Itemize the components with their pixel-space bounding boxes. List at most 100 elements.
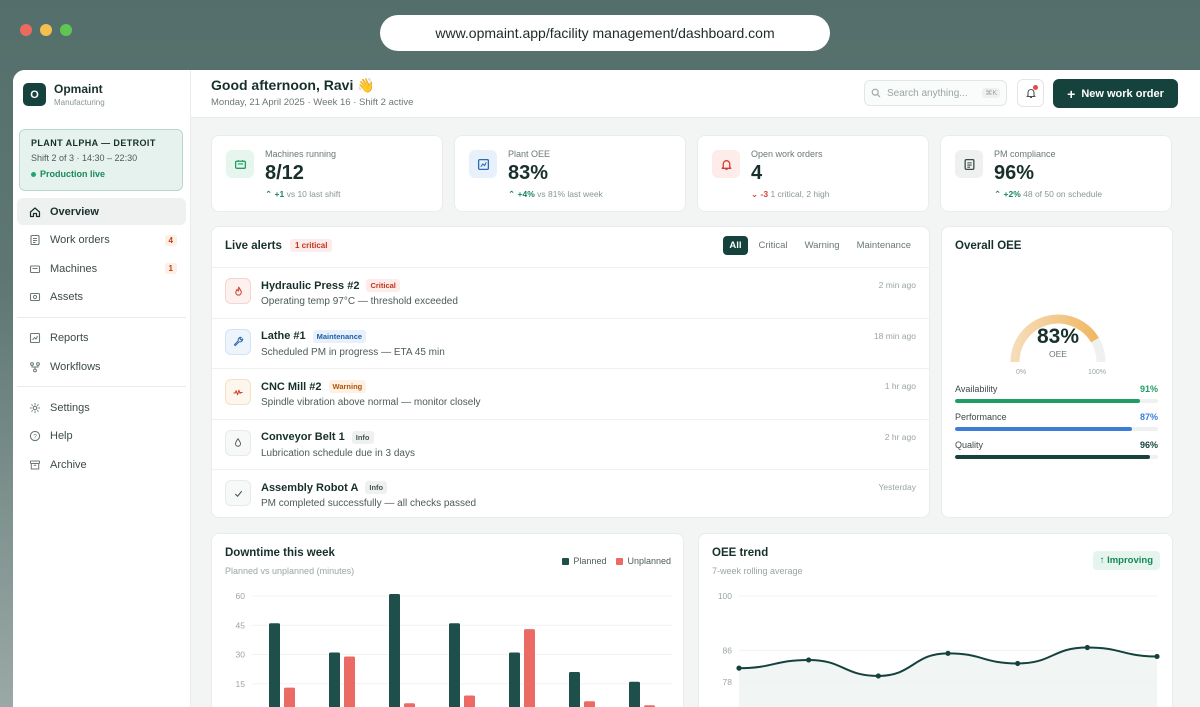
- alert-row[interactable]: Lathe #1 Maintenance Scheduled PM in pro…: [212, 317, 929, 369]
- alert-time: Yesterday: [878, 482, 917, 492]
- unplanned-bar[interactable]: [584, 701, 595, 707]
- new-work-order-label: New work order: [1081, 87, 1164, 100]
- alert-name: Hydraulic Press #2 Critical: [261, 279, 400, 292]
- svg-text:?: ?: [33, 433, 37, 440]
- workflow-icon: [28, 360, 42, 374]
- trend-point[interactable]: [1015, 660, 1021, 667]
- plant-selector[interactable]: PLANT ALPHA — DETROIT Shift 2 of 3 · 14:…: [19, 129, 183, 191]
- sidebar-item-overview[interactable]: Overview: [17, 198, 186, 225]
- flame-icon: [225, 278, 251, 304]
- trend-point[interactable]: [736, 665, 742, 671]
- filter-warning[interactable]: Warning: [804, 240, 840, 251]
- alert-tag: Info: [351, 430, 374, 444]
- plant-name: PLANT ALPHA — DETROIT: [31, 138, 156, 148]
- brand-logo: O: [23, 83, 46, 106]
- kpi-card-machines-running[interactable]: Machines running 8/12 ⌃ +1 vs 10 last sh…: [211, 135, 443, 212]
- metric-bar-fill: [955, 399, 1140, 403]
- unplanned-bar[interactable]: [464, 695, 475, 707]
- metric-bar-fill: [955, 427, 1132, 431]
- downtime-title: Downtime this week: [225, 547, 335, 559]
- kpi-card-pm-compliance[interactable]: PM compliance 96% ⌃ +2% 48 of 50 on sche…: [940, 135, 1172, 212]
- nav-divider: [17, 316, 186, 318]
- search-input[interactable]: Search anything... ⌘K: [864, 80, 1007, 106]
- sidebar-item-reports[interactable]: Reports: [17, 325, 186, 352]
- planned-bar[interactable]: [449, 623, 460, 707]
- sidebar-nav: Overview Work orders 4 Machines 1: [17, 198, 186, 480]
- trend-point[interactable]: [875, 673, 881, 679]
- alert-title: CNC Mill #2: [261, 380, 322, 393]
- y-tick-label: 60: [236, 591, 246, 601]
- alert-name: Conveyor Belt 1 Info: [261, 430, 374, 444]
- brand[interactable]: O Opmaint Manufacturing: [23, 82, 105, 107]
- unplanned-bar[interactable]: [524, 629, 535, 707]
- clipboard-icon: [28, 233, 42, 247]
- planned-bar[interactable]: [569, 672, 580, 707]
- kpi-label: Machines running: [265, 149, 337, 159]
- production-status: Production live: [31, 169, 171, 179]
- sidebar-item-machines[interactable]: Machines 1: [17, 255, 186, 282]
- kpi-label: PM compliance: [994, 149, 1056, 159]
- unplanned-bar[interactable]: [404, 703, 415, 707]
- kpi-card-plant-oee[interactable]: Plant OEE 83% ⌃ +4% vs 81% last week: [454, 135, 686, 212]
- kpi-card-open-work-orders[interactable]: Open work orders 4 ⌄ -3 1 critical, 2 hi…: [697, 135, 929, 212]
- metric-value: 96%: [1139, 440, 1158, 450]
- brand-name: Opmaint: [54, 82, 103, 96]
- gauge-max-label: 100%: [1088, 369, 1106, 376]
- alert-row[interactable]: Assembly Robot A Info PM completed succe…: [212, 469, 929, 520]
- address-bar[interactable]: www.opmaint.app/facility management/dash…: [380, 15, 830, 51]
- kpi-value: 83%: [508, 162, 549, 184]
- planned-bar[interactable]: [389, 594, 400, 707]
- kpi-value: 4: [751, 162, 763, 184]
- filter-maintenance[interactable]: Maintenance: [856, 240, 911, 251]
- kpi-delta-note: 48 of 50 on schedule: [1023, 189, 1103, 199]
- sidebar-item-assets[interactable]: Assets: [17, 284, 186, 311]
- planned-bar[interactable]: [629, 681, 640, 707]
- new-work-order-button[interactable]: + New work order: [1053, 79, 1178, 108]
- gauge-min-label: 0%: [1016, 369, 1026, 376]
- notifications-button[interactable]: [1017, 79, 1044, 107]
- unplanned-bar[interactable]: [344, 656, 355, 707]
- alert-time: 2 hr ago: [884, 431, 916, 442]
- overall-oee-title: Overall OEE: [955, 240, 1022, 252]
- minimize-window-dot[interactable]: [40, 24, 52, 36]
- planned-bar[interactable]: [509, 652, 520, 707]
- trend-area: [739, 647, 1157, 707]
- downtime-subtitle: Planned vs unplanned (minutes): [225, 566, 355, 576]
- maximize-window-dot[interactable]: [60, 24, 72, 36]
- filter-critical[interactable]: Critical: [758, 240, 788, 251]
- legend-unplanned: Unplanned: [616, 556, 671, 566]
- kpi-delta-value: +2%: [1003, 189, 1021, 199]
- alert-row[interactable]: Hydraulic Press #2 Critical Operating te…: [212, 267, 929, 318]
- sidebar-item-help[interactable]: ? Help: [17, 423, 186, 450]
- sidebar-item-settings[interactable]: Settings: [17, 394, 186, 421]
- planned-bar[interactable]: [329, 652, 340, 707]
- trend-point[interactable]: [1084, 644, 1090, 651]
- critical-count-badge: 1 critical: [290, 239, 333, 252]
- app-window: O Opmaint Manufacturing PLANT ALPHA — DE…: [13, 70, 1200, 707]
- sidebar-item-workflows[interactable]: Workflows: [17, 353, 186, 380]
- sidebar-item-label: Overview: [50, 205, 99, 218]
- live-alerts-title: Live alerts: [225, 240, 282, 252]
- y-tick-label: 100: [718, 591, 732, 601]
- help-icon: ?: [28, 429, 42, 443]
- wrench-icon: [225, 328, 251, 355]
- trend-point[interactable]: [945, 650, 951, 656]
- filter-all[interactable]: All: [723, 236, 748, 255]
- alert-title: Conveyor Belt 1: [261, 431, 345, 443]
- plus-icon: +: [1067, 85, 1076, 102]
- downtime-chart: 015304560MonTueWedThuFriSatSun: [236, 591, 672, 707]
- planned-bar[interactable]: [269, 623, 280, 707]
- trend-point[interactable]: [806, 657, 812, 663]
- alert-filters: All Critical Warning Maintenance: [723, 236, 917, 255]
- sidebar-item-work-orders[interactable]: Work orders 4: [17, 227, 186, 254]
- oee-trend-title: OEE trend: [712, 547, 769, 559]
- unplanned-bar[interactable]: [284, 687, 295, 707]
- sidebar-item-archive[interactable]: Archive: [17, 451, 186, 478]
- alert-row[interactable]: Conveyor Belt 1 Info Lubrication schedul…: [212, 418, 929, 470]
- gauge-fill: [1010, 314, 1099, 363]
- close-window-dot[interactable]: [20, 24, 32, 36]
- alert-row[interactable]: CNC Mill #2 Warning Spindle vibration ab…: [212, 368, 929, 419]
- page-header: Good afternoon, Ravi 👋 Monday, 21 April …: [191, 70, 1200, 118]
- trend-point[interactable]: [1154, 653, 1160, 660]
- metric-bar: [955, 455, 1158, 459]
